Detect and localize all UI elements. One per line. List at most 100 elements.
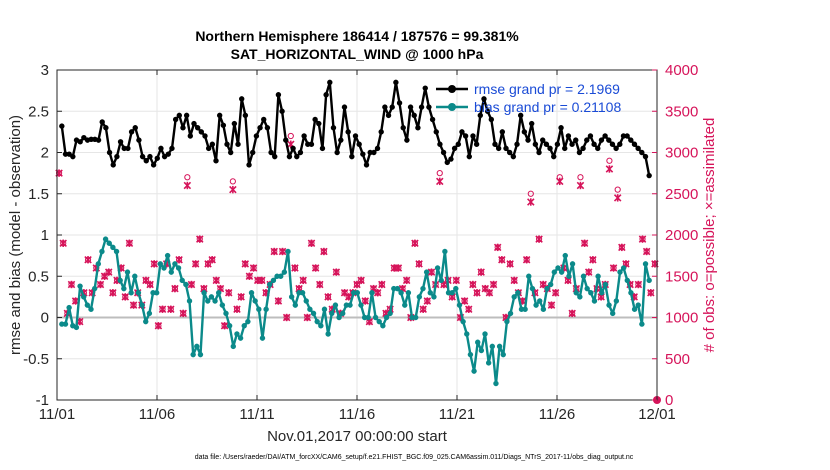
y-left-tick-label: -1 — [36, 392, 49, 409]
y-left-tick-label: 1 — [41, 227, 49, 244]
x-tick-label: 11/16 — [339, 406, 375, 423]
obs-assimilated-marker — [477, 268, 485, 276]
rmse-point — [609, 141, 616, 147]
rmse-point — [154, 155, 160, 161]
rmse-point — [117, 139, 124, 145]
bias-point — [183, 281, 189, 288]
bias-point — [318, 323, 324, 329]
bias-point — [464, 331, 470, 337]
rmse-point — [444, 159, 450, 166]
obs-assimilated-marker — [187, 280, 196, 289]
rmse-point — [286, 153, 293, 160]
bias-point — [438, 277, 444, 284]
rmse-point — [205, 145, 212, 152]
bias-point — [580, 273, 587, 279]
bias-point — [412, 314, 419, 321]
rmse-point — [562, 145, 568, 152]
rmse-point — [187, 133, 194, 139]
obs-assimilated-marker — [299, 276, 307, 285]
rmse-point — [514, 141, 520, 147]
rmse-point — [565, 133, 572, 139]
bias-point — [358, 302, 364, 308]
obs-assimilated-marker — [150, 260, 159, 268]
obs-assimilated-marker — [551, 288, 560, 297]
bias-point — [558, 269, 565, 275]
bias-point — [547, 281, 554, 288]
bias-point — [533, 302, 539, 308]
rmse-point — [466, 153, 472, 160]
rmse-point — [250, 149, 256, 156]
bias-point — [584, 285, 590, 292]
bias-point — [66, 304, 72, 311]
bias-point — [562, 252, 568, 259]
rmse-point — [319, 145, 326, 152]
obs-possible-marker — [184, 174, 191, 181]
bias-point — [551, 269, 558, 275]
obs-assimilated-marker — [378, 280, 386, 289]
rmse-point — [363, 162, 370, 168]
y-right-tick-label: 1000 — [665, 310, 698, 327]
rmse-point — [110, 162, 116, 168]
y-right-tick-label: 2500 — [665, 186, 698, 203]
obs-assimilated-marker — [191, 260, 200, 268]
rmse-point — [338, 137, 344, 143]
obs-possible-marker — [614, 186, 621, 193]
obs-assimilated-marker — [464, 305, 473, 314]
rmse-point — [297, 149, 304, 156]
bias-point — [172, 261, 178, 267]
rmse-point — [327, 79, 333, 86]
rmse-point — [639, 149, 645, 156]
rmse-point — [635, 145, 641, 152]
rmse-point — [587, 133, 594, 139]
rmse-point — [459, 129, 465, 135]
chart-title-line1: Northern Hemisphere 186414 / 187576 = 99… — [195, 28, 519, 44]
rmse-point — [257, 125, 263, 131]
rmse-point — [536, 149, 542, 156]
y-left-axis-label: rmse and bias (model - observation) — [7, 115, 24, 355]
bias-point — [500, 351, 506, 358]
obs-assimilated-marker — [613, 194, 622, 202]
rmse-point — [172, 116, 179, 123]
bias-point — [434, 265, 441, 271]
rmse-point — [510, 153, 517, 160]
bias-point — [478, 347, 485, 354]
x-axis-label: Nov.01,2017 00:00:00 start — [267, 428, 448, 445]
rmse-point — [517, 112, 524, 119]
bias-point — [591, 298, 598, 304]
bias-point — [442, 248, 448, 255]
rmse-point — [554, 141, 561, 147]
bias-point — [223, 310, 229, 317]
obs-assimilated-marker — [179, 309, 187, 318]
obs-assimilated-marker — [589, 255, 597, 264]
rmse-point — [580, 145, 586, 152]
rmse-point — [114, 153, 120, 160]
bias-point — [256, 306, 262, 312]
rmse-point — [602, 133, 608, 139]
bias-point — [617, 269, 623, 275]
bias-point — [179, 277, 185, 284]
obs-assimilated-marker — [618, 243, 626, 252]
obs-possible-marker — [229, 178, 236, 185]
bias-point — [143, 318, 149, 325]
chart-title-line2: SAT_HORIZONTAL_WIND @ 1000 hPa — [231, 46, 484, 62]
obs-assimilated-marker — [183, 181, 192, 190]
rmse-point — [558, 125, 564, 131]
rmse-point — [106, 149, 113, 156]
rmse-point — [598, 137, 605, 143]
rmse-point — [246, 162, 252, 168]
obs-assimilated-marker — [634, 280, 643, 289]
bias-point — [456, 302, 463, 308]
obs-assimilated-marker — [307, 239, 316, 248]
obs-assimilated-marker — [146, 280, 154, 289]
data-file-footnote: data file: /Users/raeder/DAI/ATM_forcXX/… — [195, 454, 634, 461]
y-right-tick-label: 2000 — [665, 227, 698, 244]
rmse-point — [59, 123, 65, 129]
bias-point — [646, 277, 652, 284]
bias-point — [540, 306, 547, 312]
bias-point — [88, 306, 94, 312]
x-axis-ticks: 11/01 11/06 11/11 11/16 11/21 11/26 12/01 — [39, 70, 676, 423]
bias-point — [212, 298, 218, 304]
bias-point — [91, 285, 98, 292]
bias-point — [270, 277, 277, 284]
obs-assimilated-marker — [584, 268, 593, 276]
